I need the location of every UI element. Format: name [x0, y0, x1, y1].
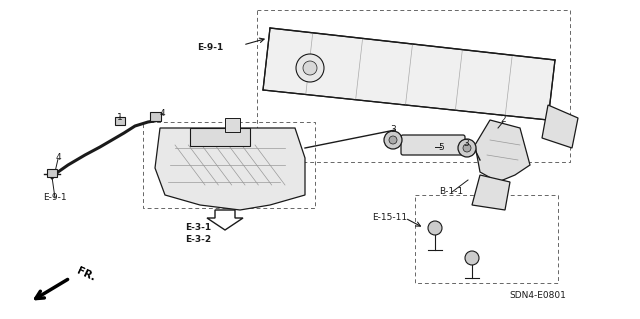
Text: E-15-11: E-15-11 — [372, 213, 408, 222]
Polygon shape — [542, 105, 578, 148]
Text: B-1-1: B-1-1 — [439, 188, 463, 197]
Text: 3: 3 — [463, 138, 469, 147]
Text: 4: 4 — [159, 108, 165, 117]
FancyBboxPatch shape — [401, 135, 465, 155]
Circle shape — [465, 251, 479, 265]
Bar — [225, 118, 240, 132]
Bar — [190, 128, 250, 146]
Text: 2: 2 — [500, 115, 506, 124]
Circle shape — [458, 139, 476, 157]
Text: E-9-1: E-9-1 — [197, 43, 223, 53]
Text: E-3-2: E-3-2 — [185, 235, 211, 244]
Circle shape — [428, 221, 442, 235]
Text: SDN4-E0801: SDN4-E0801 — [509, 291, 566, 300]
Text: E-3-1: E-3-1 — [185, 224, 211, 233]
Polygon shape — [155, 128, 305, 210]
Circle shape — [296, 54, 324, 82]
Bar — [150, 112, 161, 121]
Text: 5: 5 — [438, 143, 444, 152]
Circle shape — [463, 144, 471, 152]
Polygon shape — [472, 175, 510, 210]
Text: E-9-1: E-9-1 — [43, 194, 67, 203]
Polygon shape — [207, 210, 243, 230]
Bar — [115, 117, 125, 125]
Text: FR.: FR. — [75, 265, 97, 283]
Polygon shape — [475, 120, 530, 182]
Text: 1: 1 — [117, 113, 123, 122]
Text: 3: 3 — [390, 125, 396, 135]
Polygon shape — [263, 28, 555, 120]
Text: 4: 4 — [55, 153, 61, 162]
Circle shape — [303, 61, 317, 75]
Circle shape — [389, 136, 397, 144]
Circle shape — [384, 131, 402, 149]
Bar — [47, 169, 57, 177]
